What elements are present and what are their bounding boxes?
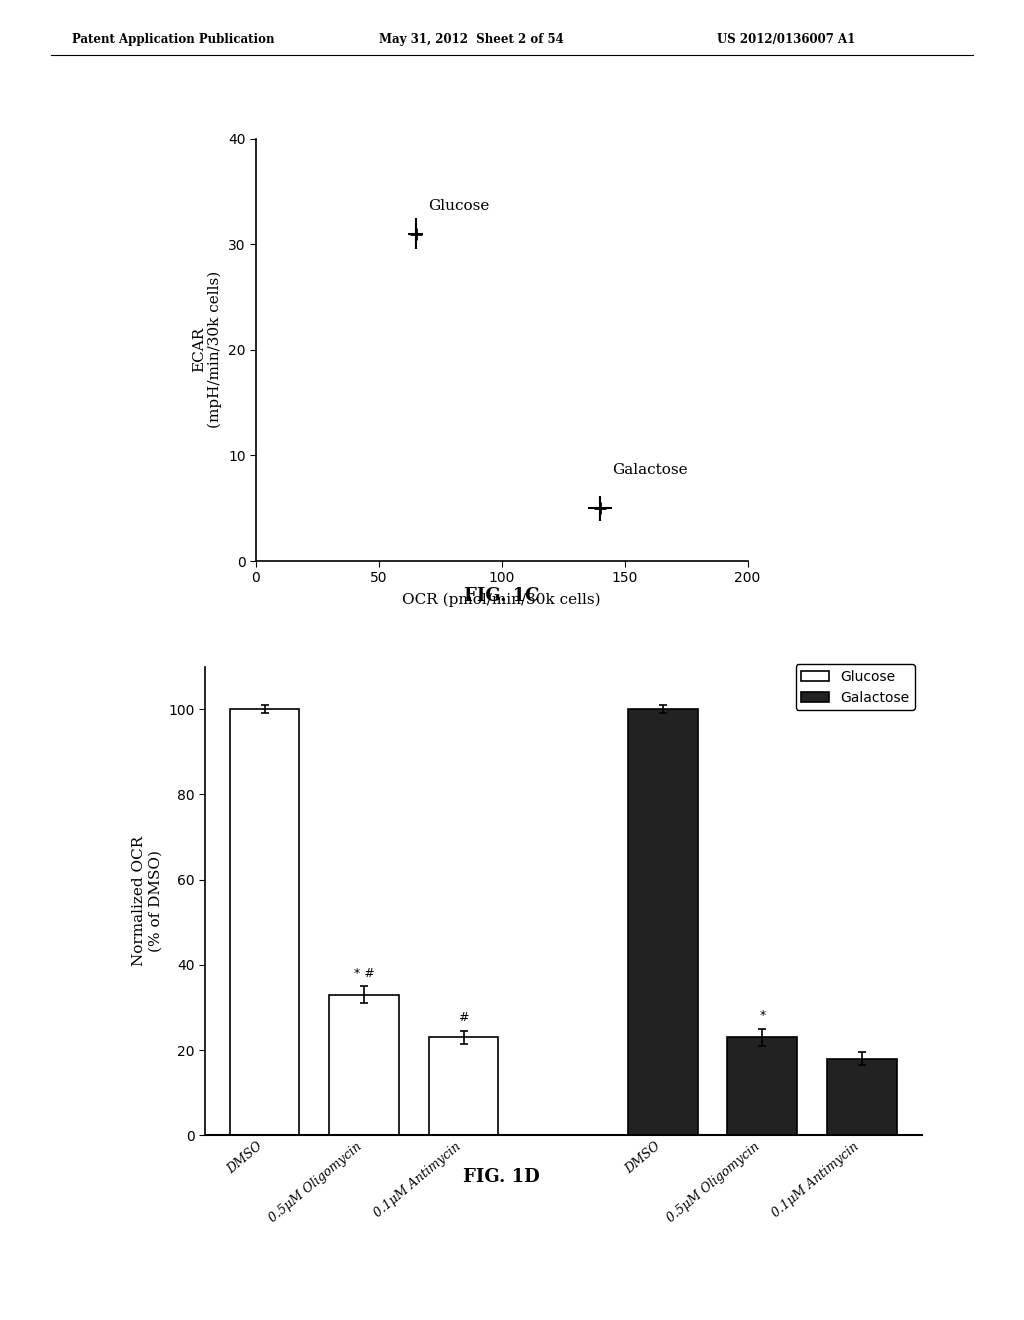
Y-axis label: Normalized OCR
(% of DMSO): Normalized OCR (% of DMSO) [132, 836, 163, 966]
Bar [727, 1038, 797, 1135]
Text: #: # [459, 1011, 469, 1024]
Text: May 31, 2012  Sheet 2 of 54: May 31, 2012 Sheet 2 of 54 [379, 33, 563, 46]
Text: Glucose: Glucose [428, 198, 489, 213]
Text: FIG. 1D: FIG. 1D [464, 1168, 540, 1187]
Bar [827, 1059, 897, 1135]
Text: Patent Application Publication: Patent Application Publication [72, 33, 274, 46]
Text: FIG. 1C: FIG. 1C [464, 587, 540, 606]
Bar [429, 1038, 499, 1135]
Bar [330, 995, 399, 1135]
Legend: Glucose, Galactose: Glucose, Galactose [796, 664, 914, 710]
Y-axis label: ECAR
(mpH/min/30k cells): ECAR (mpH/min/30k cells) [191, 271, 222, 429]
Bar [628, 709, 697, 1135]
Text: US 2012/0136007 A1: US 2012/0136007 A1 [717, 33, 855, 46]
X-axis label: OCR (pmol/min/30k cells): OCR (pmol/min/30k cells) [402, 593, 601, 607]
Text: Galactose: Galactose [612, 462, 688, 477]
Bar [229, 709, 299, 1135]
Text: *: * [759, 1010, 765, 1022]
Text: * #: * # [353, 966, 375, 979]
